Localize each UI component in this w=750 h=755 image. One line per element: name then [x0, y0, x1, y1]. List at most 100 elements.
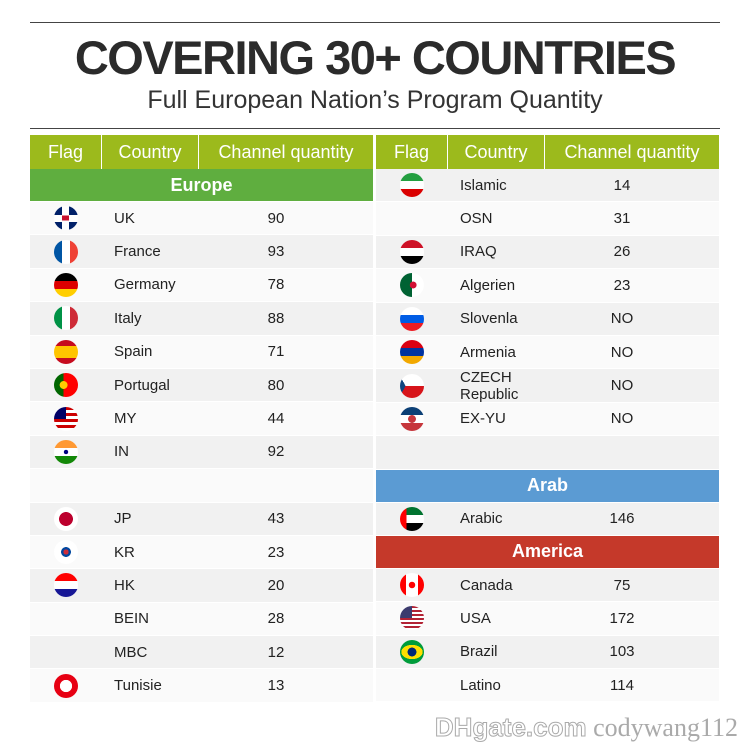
flag-cell	[30, 239, 102, 264]
armenia-flag-icon	[400, 340, 424, 365]
korea-flag-icon	[54, 540, 78, 565]
flag-cell	[30, 673, 102, 698]
channel-quantity: 90	[267, 209, 285, 227]
channel-quantity: 23	[267, 543, 285, 561]
table-row: Tunisie 13	[30, 669, 373, 703]
country-name: IRAQ	[460, 243, 497, 261]
table-row: Armenia NO	[376, 335, 719, 370]
spain-flag-icon	[54, 339, 78, 364]
channel-quantity: NO	[610, 410, 634, 428]
table-row: Islamic 14	[376, 169, 719, 203]
flag-cell	[376, 639, 448, 664]
tunisia-flag-icon	[54, 673, 78, 698]
table-row: HK 20	[30, 569, 373, 603]
channel-quantity: 12	[267, 643, 285, 661]
flag-cell	[30, 506, 102, 531]
flag-cell	[30, 406, 102, 431]
france-flag-icon	[54, 239, 78, 264]
country-name: HK	[114, 576, 135, 594]
right-channel-table: Flag Country Channel quantity Islamic 14…	[376, 135, 719, 703]
table-row: Slovenla NO	[376, 302, 719, 336]
table-row: UK 90	[30, 202, 373, 236]
header-country: Country	[448, 135, 545, 169]
header-country: Country	[102, 135, 199, 169]
country-name: OSN	[460, 210, 493, 228]
region-banner-america: America	[376, 535, 719, 569]
japan-flag-icon	[54, 506, 78, 531]
table-row: Italy 88	[30, 302, 373, 336]
table-row: Canada 75	[376, 568, 719, 603]
blank-row	[30, 469, 373, 503]
country-name: Italy	[114, 309, 142, 327]
country-name: MY	[114, 410, 137, 428]
table-row: EX-YU NO	[376, 402, 719, 437]
channel-quantity: 44	[267, 410, 285, 428]
brazil-flag-icon	[400, 639, 424, 664]
country-name: Arabic	[460, 510, 503, 528]
czech-flag-icon	[400, 373, 424, 398]
flag-cell	[30, 206, 102, 231]
table-row: IN 92	[30, 435, 373, 470]
italy-flag-icon	[54, 306, 78, 331]
channel-quantity: 103	[609, 643, 635, 661]
country-name: Portugal	[114, 376, 170, 394]
region-banner-europe: Europe	[30, 169, 373, 202]
table-row: MY 44	[30, 402, 373, 436]
watermark: DHgate.com codywang112	[434, 712, 738, 743]
watermark-user: codywang112	[593, 713, 738, 742]
india-flag-icon	[54, 439, 78, 464]
country-name: Algerien	[460, 276, 516, 294]
bottom-rule	[30, 128, 720, 129]
country-name: Latino	[460, 676, 501, 694]
country-name: KR	[114, 543, 135, 561]
flag-cell	[30, 272, 102, 297]
blank-row	[376, 436, 719, 470]
canada-flag-icon	[400, 573, 424, 598]
flag-cell	[30, 339, 102, 364]
table-row: CZECH Republic NO	[376, 369, 719, 403]
flag-cell	[376, 406, 448, 431]
top-rule	[30, 22, 720, 23]
page-title: COVERING 30+ COUNTRIES	[74, 31, 677, 84]
channel-quantity: 14	[613, 176, 631, 194]
channel-quantity: 13	[267, 677, 285, 695]
iran-flag-icon	[400, 173, 424, 198]
table-row: OSN 31	[376, 202, 719, 236]
channel-quantity: NO	[610, 377, 634, 395]
flag-cell	[30, 373, 102, 398]
country-name: IN	[114, 443, 129, 461]
country-name: Germany	[114, 276, 176, 294]
uk-flag-icon	[54, 206, 78, 231]
table-row: JP 43	[30, 502, 373, 536]
page-subtitle: Full European Nation’s Program Quantity	[147, 86, 603, 114]
slovenia-flag-icon	[400, 306, 424, 331]
flag-cell	[376, 239, 448, 264]
table-row: USA 172	[376, 602, 719, 636]
channel-quantity: 31	[613, 210, 631, 228]
channel-quantity: 78	[267, 276, 285, 294]
header-channel: Channel quantity	[218, 141, 354, 162]
country-name: EX-YU	[460, 410, 506, 428]
header-flag: Flag	[30, 135, 102, 169]
table-row: Arabic 146	[376, 502, 719, 536]
left-channel-table: Flag Country Channel quantity Europe UK …	[30, 135, 373, 703]
flag-cell	[376, 306, 448, 331]
flag-cell	[376, 273, 448, 298]
channel-quantity: NO	[610, 343, 634, 361]
flag-cell	[376, 573, 448, 598]
channel-quantity: 26	[613, 243, 631, 261]
table-row: Portugal 80	[30, 368, 373, 403]
channel-quantity: 80	[267, 376, 285, 394]
country-name: JP	[114, 510, 132, 528]
country-name: UK	[114, 209, 135, 227]
flag-cell	[376, 506, 448, 531]
flag-cell	[376, 340, 448, 365]
watermark-logo: DHgate.com	[434, 712, 587, 743]
channel-quantity: 43	[267, 510, 285, 528]
header-flag: Flag	[376, 135, 448, 169]
table-header: Flag Country Channel quantity	[376, 135, 719, 169]
table-row: Spain 71	[30, 335, 373, 369]
country-name: Spain	[114, 343, 153, 361]
table-row: Algerien 23	[376, 269, 719, 303]
iraq-flag-icon	[400, 239, 424, 264]
